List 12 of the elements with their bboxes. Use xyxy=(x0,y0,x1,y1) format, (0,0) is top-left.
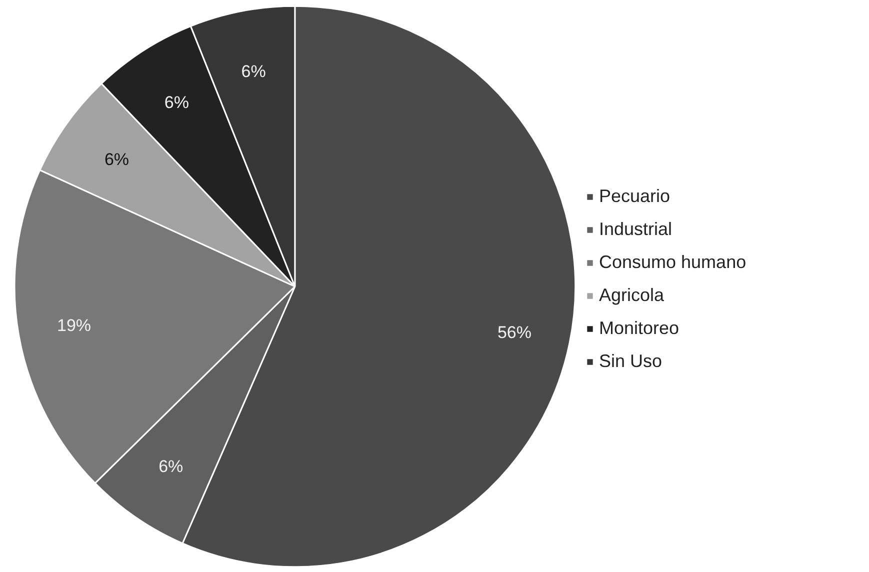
data-label: 19% xyxy=(56,316,92,335)
legend-label: Industrial xyxy=(599,219,672,240)
data-label: 56% xyxy=(497,322,532,342)
legend-label: Consumo humano xyxy=(599,252,746,273)
data-label: 6% xyxy=(158,457,184,476)
legend-label: Agricola xyxy=(599,285,664,306)
legend-label: Pecuario xyxy=(599,186,670,207)
data-label: 6% xyxy=(241,62,266,82)
data-label: 6% xyxy=(104,150,130,170)
data-label: 6% xyxy=(164,93,189,112)
legend-label: Sin Uso xyxy=(599,351,662,372)
legend-label: Monitoreo xyxy=(599,318,680,339)
